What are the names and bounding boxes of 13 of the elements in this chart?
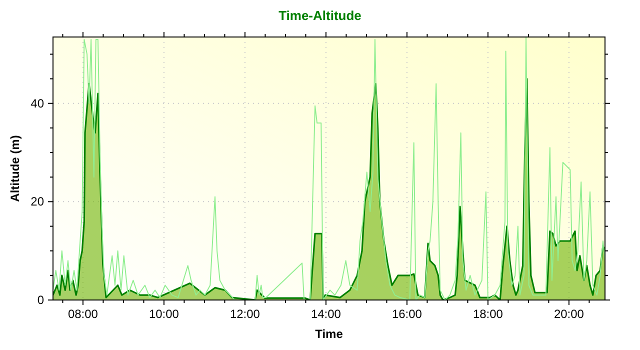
x-tick-label: 14:00 <box>310 307 342 321</box>
x-tick-label: 20:00 <box>554 307 584 321</box>
chart-title: Time-Altitude <box>278 8 362 23</box>
y-axis-title: Altitude (m) <box>8 135 22 202</box>
y-tick-label: 20 <box>30 194 44 209</box>
y-tick-label: 0 <box>37 293 44 307</box>
x-tick-label: 10:00 <box>148 307 180 321</box>
x-tick-label: 16:00 <box>392 307 422 321</box>
x-tick-label: 18:00 <box>472 307 504 321</box>
y-tick-label: 40 <box>30 96 44 110</box>
x-axis-title: Time <box>315 327 344 341</box>
x-tick-label: 12:00 <box>230 307 260 321</box>
x-tick-label: 08:00 <box>68 307 98 321</box>
